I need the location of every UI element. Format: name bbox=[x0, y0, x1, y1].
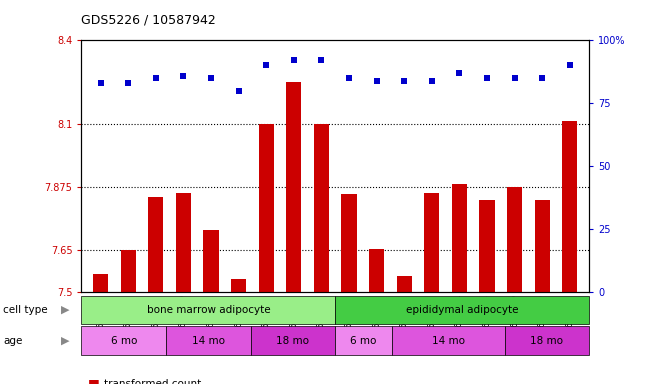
Text: 14 mo: 14 mo bbox=[192, 336, 225, 346]
Text: cell type: cell type bbox=[3, 305, 48, 315]
Text: ■: ■ bbox=[88, 377, 100, 384]
Text: 6 mo: 6 mo bbox=[111, 336, 137, 346]
Text: transformed count: transformed count bbox=[104, 379, 201, 384]
Text: age: age bbox=[3, 336, 23, 346]
Text: 18 mo: 18 mo bbox=[277, 336, 309, 346]
Bar bbox=[452, 184, 467, 292]
Bar bbox=[120, 250, 136, 292]
Bar bbox=[342, 194, 357, 292]
Bar bbox=[148, 197, 163, 292]
Text: epididymal adipocyte: epididymal adipocyte bbox=[406, 305, 518, 315]
Text: bone marrow adipocyte: bone marrow adipocyte bbox=[146, 305, 270, 315]
Bar bbox=[93, 274, 108, 292]
Bar bbox=[534, 200, 550, 292]
Bar bbox=[562, 121, 577, 292]
Point bbox=[399, 78, 409, 84]
Point bbox=[564, 62, 575, 68]
Text: GDS5226 / 10587942: GDS5226 / 10587942 bbox=[81, 13, 216, 26]
Bar bbox=[424, 193, 439, 292]
Bar bbox=[507, 187, 522, 292]
Bar bbox=[314, 124, 329, 292]
Point bbox=[234, 88, 244, 94]
Point bbox=[454, 70, 465, 76]
Point bbox=[261, 62, 271, 68]
Text: 6 mo: 6 mo bbox=[350, 336, 377, 346]
Point bbox=[150, 75, 161, 81]
Text: 14 mo: 14 mo bbox=[432, 336, 465, 346]
Point bbox=[482, 75, 492, 81]
Point bbox=[510, 75, 520, 81]
Point bbox=[178, 73, 189, 79]
Text: ▶: ▶ bbox=[61, 305, 70, 315]
Bar bbox=[204, 230, 219, 292]
Point bbox=[426, 78, 437, 84]
Bar bbox=[479, 200, 495, 292]
Point bbox=[344, 75, 354, 81]
Point bbox=[96, 80, 106, 86]
Point bbox=[288, 57, 299, 63]
Text: ▶: ▶ bbox=[61, 336, 70, 346]
Point bbox=[316, 57, 327, 63]
Bar bbox=[396, 276, 412, 292]
Bar bbox=[369, 248, 384, 292]
Text: 18 mo: 18 mo bbox=[531, 336, 563, 346]
Bar bbox=[286, 82, 301, 292]
Point bbox=[123, 80, 133, 86]
Point bbox=[206, 75, 216, 81]
Point bbox=[372, 78, 382, 84]
Bar bbox=[176, 193, 191, 292]
Bar bbox=[231, 279, 246, 292]
Point bbox=[537, 75, 547, 81]
Bar bbox=[258, 124, 274, 292]
